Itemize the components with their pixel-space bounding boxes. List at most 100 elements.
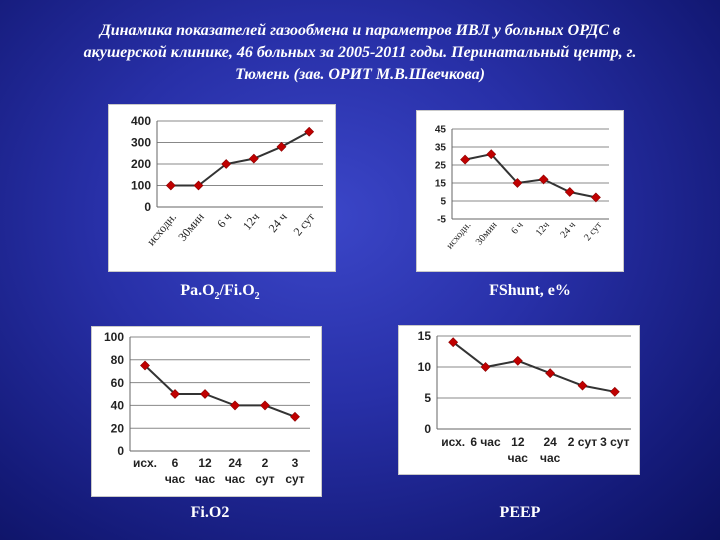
x-tick-label: час bbox=[165, 472, 186, 486]
y-tick-label: 35 bbox=[435, 143, 447, 154]
y-tick-label: 5 bbox=[440, 197, 446, 208]
x-tick-label: 2 сут bbox=[290, 209, 318, 238]
y-tick-label: 100 bbox=[131, 179, 151, 193]
x-tick-label: 6 ч bbox=[509, 220, 525, 237]
x-tick-label: 2 bbox=[262, 456, 269, 470]
data-point bbox=[276, 141, 287, 152]
data-point bbox=[140, 360, 150, 371]
caption-pao2: Pa.O2/Fi.O2 bbox=[160, 282, 280, 302]
y-tick-label: 15 bbox=[418, 329, 432, 343]
data-point bbox=[590, 192, 601, 203]
x-tick-label: 30мин bbox=[175, 209, 207, 243]
y-tick-label: 100 bbox=[104, 330, 124, 344]
x-tick-label: 6 ч bbox=[214, 210, 234, 231]
x-tick-label: 24 ч bbox=[558, 220, 578, 241]
x-tick-label: 2 сут bbox=[582, 219, 604, 243]
x-tick-label: 3 bbox=[292, 456, 299, 470]
chart-fio2: 0 20 40 60 80 100 исх. 6 час 12 час 24 час 2 сут 3 сут bbox=[104, 330, 310, 486]
y-tick-label: 10 bbox=[418, 360, 432, 374]
x-tick-label: 12ч bbox=[534, 220, 552, 239]
chart-panel-peep: 0 5 10 15 исх. 6 час 12 час 24 час 2 сут 3 сут bbox=[398, 325, 640, 475]
caption-pao2-mid: /Fi.O bbox=[219, 282, 255, 299]
y-tick-label: 60 bbox=[111, 376, 125, 390]
x-tick-label: исх. bbox=[441, 435, 465, 449]
y-tick-label: 0 bbox=[117, 444, 124, 458]
x-tick-label: 6 bbox=[172, 456, 179, 470]
x-tick-label: час bbox=[195, 472, 216, 486]
x-tick-label: час bbox=[540, 451, 561, 465]
data-point bbox=[260, 400, 270, 411]
data-point bbox=[200, 389, 210, 399]
data-point bbox=[170, 389, 180, 399]
x-tick-label: 12 bbox=[511, 435, 525, 449]
x-tick-label: исходн. bbox=[444, 220, 473, 252]
data-point bbox=[512, 178, 523, 188]
y-tick-label: -5 bbox=[437, 215, 446, 226]
y-tick-label: 5 bbox=[424, 391, 431, 405]
title-line-1: Динамика показателей газообмена и параме… bbox=[99, 22, 621, 39]
y-tick-label: 300 bbox=[131, 136, 151, 150]
x-tick-label: 24 bbox=[543, 435, 557, 449]
x-tick-label: 6 час bbox=[470, 435, 501, 449]
y-tick-label: 80 bbox=[111, 353, 125, 367]
x-tick-label: 24 ч bbox=[266, 210, 290, 235]
data-point bbox=[577, 380, 588, 391]
data-point bbox=[290, 411, 300, 422]
chart-peep: 0 5 10 15 исх. 6 час 12 час 24 час 2 сут 3 сут bbox=[418, 329, 631, 465]
x-tick-label: час bbox=[225, 472, 246, 486]
title-line-2: акушерской клинике, 46 больных за 2005-2… bbox=[83, 44, 637, 61]
caption-pao2-sub2: 2 bbox=[254, 291, 260, 303]
caption-fio2: Fi.O2 bbox=[190, 504, 230, 521]
x-tick-label: исх. bbox=[133, 456, 157, 470]
title-line-3: Тюмень (зав. ОРИТ М.В.Швечкова) bbox=[235, 66, 485, 83]
y-tick-label: 25 bbox=[435, 161, 447, 172]
series-line bbox=[452, 341, 616, 393]
x-tick-label: 24 bbox=[228, 456, 242, 470]
data-point bbox=[248, 153, 259, 164]
data-point bbox=[564, 187, 575, 197]
y-tick-label: 200 bbox=[131, 157, 151, 171]
data-point bbox=[230, 400, 240, 411]
x-tick-label: 30мин bbox=[474, 219, 500, 247]
series-line bbox=[144, 364, 296, 418]
x-tick-label: сут bbox=[255, 472, 274, 486]
x-tick-label: исходн. bbox=[144, 210, 179, 248]
y-tick-label: 20 bbox=[111, 421, 125, 435]
series-line bbox=[170, 130, 310, 187]
data-point bbox=[538, 174, 549, 185]
caption-fshunt: FShunt, е% bbox=[489, 282, 571, 299]
x-tick-label: 12ч bbox=[240, 210, 262, 233]
caption-pao2-main: Pa.O bbox=[180, 282, 215, 299]
chart-panel-fio2: 0 20 40 60 80 100 исх. 6 час 12 час 24 час 2 сут 3 сут bbox=[91, 326, 322, 497]
y-tick-label: 0 bbox=[424, 422, 431, 436]
data-point bbox=[193, 180, 204, 191]
caption-pao2-sub1: 2 bbox=[214, 291, 220, 303]
data-point bbox=[165, 180, 176, 191]
series-line bbox=[464, 153, 597, 199]
x-tick-label: сут bbox=[285, 472, 304, 486]
data-point bbox=[480, 362, 491, 372]
data-point bbox=[304, 126, 315, 137]
y-tick-label: 45 bbox=[435, 125, 447, 136]
x-tick-label: час bbox=[508, 451, 529, 465]
data-point bbox=[221, 159, 232, 169]
x-tick-label: 12 bbox=[198, 456, 212, 470]
y-tick-label: 15 bbox=[435, 179, 447, 190]
y-tick-label: 40 bbox=[111, 399, 125, 413]
data-point bbox=[448, 337, 459, 348]
caption-peep: PEEP bbox=[499, 504, 541, 521]
slide-title: Динамика показателей газообмена и параме… bbox=[20, 20, 700, 86]
data-point bbox=[609, 386, 620, 397]
data-point bbox=[460, 154, 471, 165]
x-tick-label: 3 сут bbox=[600, 435, 630, 449]
x-tick-label: 2 сут bbox=[568, 435, 598, 449]
y-tick-label: 400 bbox=[131, 114, 151, 128]
data-point bbox=[545, 368, 556, 379]
y-tick-label: 0 bbox=[144, 200, 151, 214]
data-point bbox=[512, 355, 523, 366]
data-point bbox=[486, 149, 497, 160]
